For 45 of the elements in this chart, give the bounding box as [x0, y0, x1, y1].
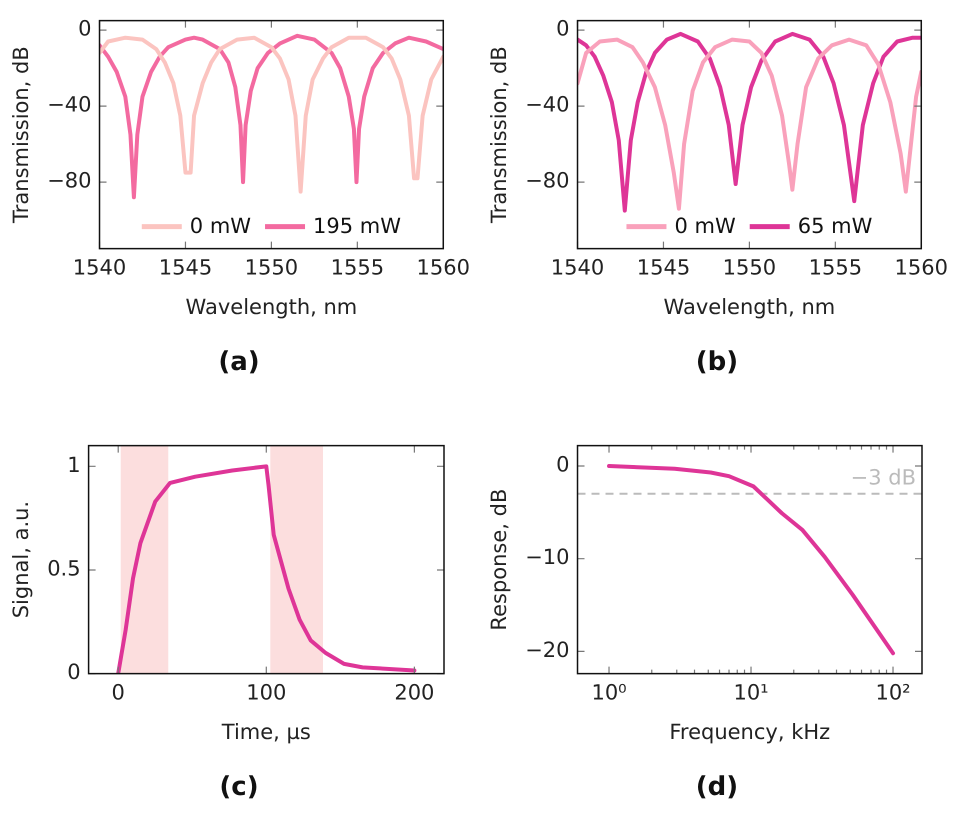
x-tick-label: 100 — [246, 680, 286, 705]
ref-line-label: −3 dB — [850, 466, 916, 490]
x-tick-label: 1545 — [636, 256, 690, 280]
y-axis-title: Signal, a.u. — [9, 500, 34, 618]
x-tick-label: 1545 — [158, 256, 212, 280]
text: (a) — [217, 347, 261, 377]
y-tick-label: −40 — [525, 92, 570, 117]
legend-label: 0 mW — [190, 214, 252, 238]
text: (c) — [218, 772, 260, 802]
y-tick-label: 0 — [67, 660, 81, 684]
y-tick-label: −80 — [525, 168, 570, 193]
text: (d) — [694, 772, 740, 802]
y-tick-label: −40 — [47, 92, 92, 117]
y-tick-label: −10 — [525, 545, 570, 570]
x-tick-label: 1540 — [550, 256, 604, 280]
x-tick-label: 1550 — [244, 256, 298, 280]
x-tick-label: 0 — [112, 680, 125, 705]
x-axis-title: Wavelength, nm — [186, 294, 358, 319]
y-tick-label: 0 — [556, 16, 570, 41]
x-tick-label: 1555 — [330, 256, 384, 280]
x-tick-label: 10¹ — [733, 680, 769, 705]
x-tick-label: 1550 — [722, 256, 776, 280]
legend-label: 0 mW — [674, 214, 736, 238]
x-tick-label: 1560 — [894, 256, 948, 280]
x-axis-title: Time, μs — [220, 720, 311, 744]
x-tick-label: 200 — [394, 680, 434, 705]
x-tick-label: 10² — [875, 680, 911, 705]
legend-label: 195 mW — [313, 214, 402, 238]
x-tick-label: 10⁰ — [591, 680, 627, 705]
legend-label: 65 mW — [798, 214, 873, 238]
x-tick-label: 1555 — [808, 256, 862, 280]
y-tick-label: −80 — [47, 168, 92, 193]
y-tick-label: 0 — [556, 452, 570, 476]
y-axis-title: Transmission, dB — [9, 46, 34, 224]
x-axis-title: Frequency, kHz — [669, 720, 830, 744]
y-tick-label: 0 — [78, 16, 92, 41]
y-tick-label: 0.5 — [47, 556, 81, 580]
x-tick-label: 1540 — [72, 256, 126, 280]
x-tick-label: 1560 — [416, 256, 470, 280]
y-tick-label: 1 — [67, 452, 81, 477]
y-tick-label: −20 — [525, 638, 570, 662]
x-axis-title: Wavelength, nm — [664, 294, 836, 319]
y-axis-title: Transmission, dB — [487, 46, 512, 224]
text: (b) — [694, 347, 740, 377]
y-axis-title: Response, dB — [487, 488, 512, 631]
